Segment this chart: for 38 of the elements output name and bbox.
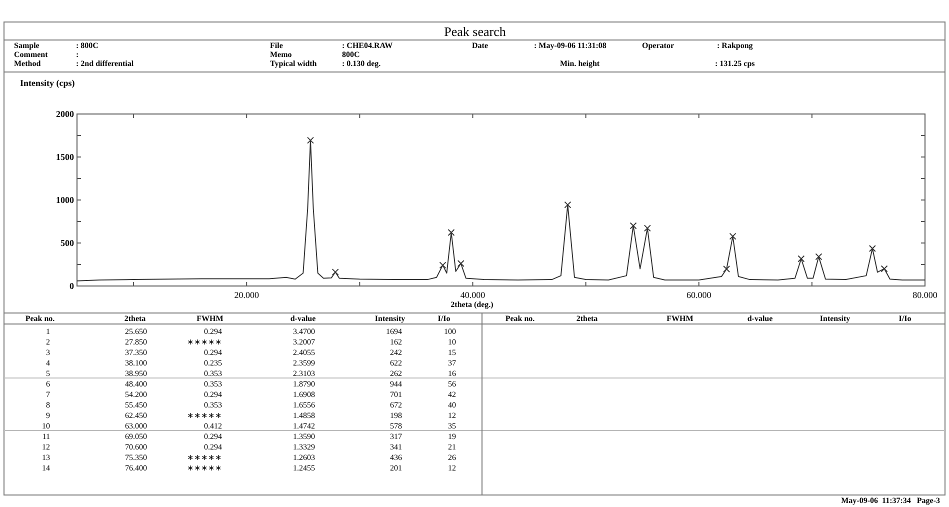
text: 6 48.400 0.353 1.8790 944 56: [46, 380, 456, 388]
text: Min. height : 131.25 cps: [560, 59, 755, 68]
y-axis-title: Intensity (cps): [20, 78, 75, 88]
text: Memo 800C: [270, 50, 360, 59]
text: 14 76.400 ∗∗∗∗∗ 1.2455 201 12: [42, 464, 456, 472]
y-tick-label: 0: [70, 281, 74, 291]
text: Comment :: [14, 50, 79, 59]
text: 10 63.000 0.412 1.4742 578 35: [42, 422, 456, 430]
text: Peak no. 2theta FWHM d-value Intensity I/Io: [505, 314, 912, 323]
y-tick-label: 1000: [56, 195, 74, 205]
text: Typical width : 0.130 deg.: [270, 59, 381, 68]
text: 11 69.050 0.294 1.3590 317 19: [42, 432, 456, 441]
text: Peak no. 2theta FWHM d-value Intensity I/Io: [25, 314, 450, 323]
text: May-09-06 11:37:34 Page-3: [841, 496, 940, 505]
x-tick-label: 60.000: [686, 290, 712, 300]
text: 8 55.450 0.353 1.6556 672 40: [46, 400, 456, 410]
text: 12 70.600 0.294 1.3329 341 21: [42, 442, 456, 452]
chart-title: Peak search: [444, 24, 506, 39]
text: Sample : 800C: [14, 41, 98, 50]
text: Method : 2nd differential: [14, 59, 134, 68]
text: 5 38.950 0.353 2.3103 262 16: [46, 369, 456, 378]
x-axis-title: 2theta (deg.): [450, 300, 494, 309]
text: 3 37.350 0.294 2.4055 242 15: [46, 348, 456, 357]
text: 2 27.850 ∗∗∗∗∗ 3.2007 162 10: [46, 338, 456, 346]
y-tick-label: 2000: [56, 109, 74, 119]
text: 4 38.100 0.235 2.3599 622 37: [46, 358, 456, 368]
text: Operator : Rakpong: [642, 41, 753, 50]
text: Date : May-09-06 11:31:08: [472, 41, 606, 50]
text: 13 75.350 ∗∗∗∗∗ 1.2603 436 26: [42, 453, 456, 462]
text: File : CHE04.RAW: [270, 41, 393, 50]
text: 9 62.450 ∗∗∗∗∗ 1.4858 198 12: [46, 411, 456, 420]
text: 1 25.650 0.294 3.4700 1694 100: [46, 327, 456, 336]
x-tick-label: 20.000: [234, 290, 260, 300]
text: 7 54.200 0.294 1.6908 701 42: [46, 390, 456, 399]
y-tick-label: 1500: [56, 152, 74, 162]
x-tick-label: 40.000: [460, 290, 486, 300]
y-tick-label: 500: [60, 238, 74, 248]
x-tick-label: 80.000: [912, 290, 938, 300]
